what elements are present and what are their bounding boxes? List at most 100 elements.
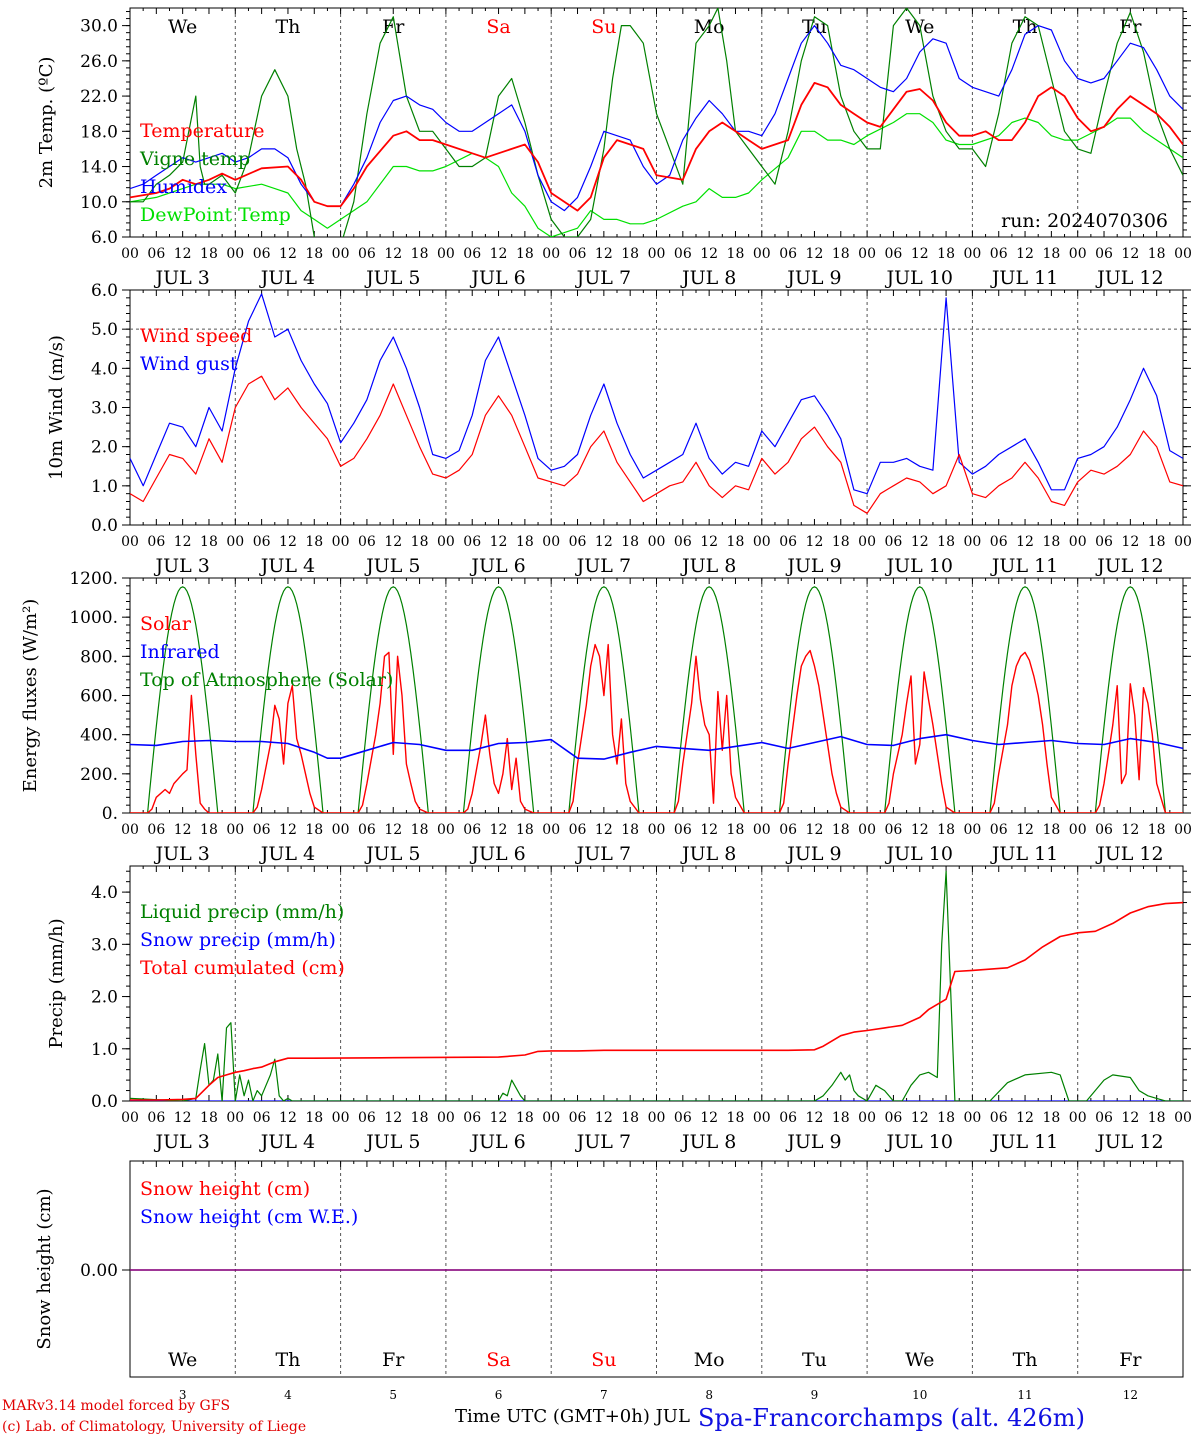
hour-tick-label: 12 [384, 534, 402, 550]
hour-tick-label: 06 [674, 1110, 692, 1126]
hour-tick-label: 12 [174, 1110, 192, 1126]
hour-tick-label: 18 [727, 534, 745, 550]
hour-tick-label: 00 [1069, 1110, 1087, 1126]
date-label: JUL 12 [1095, 555, 1163, 577]
y-tick-label: 22.0 [80, 87, 118, 107]
hour-tick-label: 12 [384, 1110, 402, 1126]
hour-tick-label: 00 [121, 822, 139, 838]
date-label: JUL 5 [364, 267, 420, 289]
hour-tick-label: 00 [332, 534, 350, 550]
hour-tick-label: 18 [621, 1110, 639, 1126]
hour-tick-label: 00 [963, 534, 981, 550]
hour-tick-label: 06 [885, 246, 903, 262]
hour-tick-label: 00 [226, 534, 244, 550]
hour-tick-label: 06 [147, 246, 165, 262]
hour-tick-label: 06 [1095, 1110, 1113, 1126]
date-label: JUL 5 [364, 843, 420, 865]
hour-tick-label: 18 [411, 534, 429, 550]
y-tick-label: 2.0 [91, 988, 118, 1008]
legend-entry: Temperature [140, 120, 264, 142]
series-line-1 [130, 8, 1183, 237]
hour-tick-label: 12 [595, 534, 613, 550]
y-tick-label: 600. [80, 687, 118, 707]
hour-tick-label: 06 [674, 822, 692, 838]
date-label: JUL 10 [885, 267, 953, 289]
date-label: JUL 9 [785, 267, 841, 289]
date-label: JUL 6 [469, 555, 525, 577]
hour-tick-label: 00 [1069, 246, 1087, 262]
y-axis-label: 10m Wind (m/s) [46, 335, 67, 480]
date-label: JUL 5 [364, 1131, 420, 1153]
date-label: JUL 11 [990, 1131, 1058, 1153]
run-annotation: run: 2024070306 [1001, 210, 1168, 232]
day-name-label: Sa [486, 1349, 510, 1371]
hour-tick-label: 00 [121, 246, 139, 262]
hour-tick-label: 06 [885, 822, 903, 838]
hour-tick-label: 06 [147, 822, 165, 838]
day-name-label: Tu [802, 16, 827, 38]
hour-tick-label: 18 [1148, 822, 1166, 838]
hour-tick-label: 18 [305, 246, 323, 262]
hour-tick-label: 06 [569, 246, 587, 262]
y-tick-label: 0. [102, 804, 118, 824]
series-line-0 [130, 870, 1183, 1101]
wind-panel: 0.0 1.0 2.0 3.0 4.0 5.0 6.0 10m Wind (m/s) Wind … [46, 281, 1192, 577]
date-label: JUL 4 [259, 843, 315, 865]
y-tick-label: 1.0 [91, 1040, 118, 1060]
hour-tick-label: 18 [1042, 1110, 1060, 1126]
y-tick-label: 1.0 [91, 477, 118, 497]
legend-entry: Wind speed [140, 325, 252, 347]
hour-tick-label: 12 [700, 246, 718, 262]
hour-tick-label: 12 [1121, 1110, 1139, 1126]
y-tick-label: 800. [80, 647, 118, 667]
hour-tick-label: 00 [648, 246, 666, 262]
y-tick-label: 400. [80, 726, 118, 746]
day-name-label: We [168, 1349, 197, 1371]
hour-tick-label: 18 [200, 822, 218, 838]
hour-tick-label: 18 [621, 822, 639, 838]
hour-tick-label: 12 [700, 1110, 718, 1126]
hour-tick-label: 18 [411, 246, 429, 262]
day-name-label: Su [591, 1349, 616, 1371]
day-number-label: 11 [1017, 1388, 1032, 1402]
hour-tick-label: 12 [1121, 246, 1139, 262]
hour-tick-label: 18 [516, 1110, 534, 1126]
hour-tick-label: 06 [358, 1110, 376, 1126]
hour-tick-label: 00 [226, 822, 244, 838]
hour-tick-label: 00 [437, 822, 455, 838]
hour-tick-label: 06 [674, 246, 692, 262]
date-label: JUL 9 [785, 1131, 841, 1153]
date-label: JUL 11 [990, 267, 1058, 289]
hour-tick-label: 12 [1016, 534, 1034, 550]
y-tick-label: 30.0 [80, 17, 118, 37]
day-number-label: 3 [179, 1388, 187, 1402]
hour-tick-label: 12 [490, 534, 508, 550]
hour-tick-label: 18 [1042, 534, 1060, 550]
hour-tick-label: 12 [911, 1110, 929, 1126]
day-name-label: Th [275, 16, 300, 38]
date-label: JUL 4 [259, 267, 315, 289]
series-group [130, 293, 1183, 514]
hour-tick-label: 18 [516, 822, 534, 838]
hour-tick-label: 18 [832, 534, 850, 550]
date-label: JUL 12 [1095, 1131, 1163, 1153]
y-tick-label: 4.0 [91, 883, 118, 903]
hour-tick-label: 06 [990, 1110, 1008, 1126]
hour-tick-label: 18 [1148, 1110, 1166, 1126]
x-axis-title: Time UTC (GMT+0h) JUL [455, 1406, 690, 1427]
date-label: JUL 3 [153, 267, 209, 289]
legend-entry: Snow height (cm) [140, 1178, 310, 1200]
hour-tick-label: 18 [305, 534, 323, 550]
series-line-3 [130, 113, 1183, 237]
hour-tick-label: 12 [806, 822, 824, 838]
day-name-label: Mo [694, 1349, 725, 1371]
legend-entry: DewPoint Temp [140, 204, 291, 226]
hour-tick-label: 00 [1174, 822, 1192, 838]
series-group [130, 8, 1183, 237]
series-line-2 [130, 586, 1183, 813]
hour-tick-label: 18 [200, 534, 218, 550]
hour-tick-label: 06 [358, 534, 376, 550]
date-label: JUL 7 [575, 1131, 631, 1153]
hour-tick-label: 12 [1016, 246, 1034, 262]
day-name-label: Th [1013, 1349, 1038, 1371]
